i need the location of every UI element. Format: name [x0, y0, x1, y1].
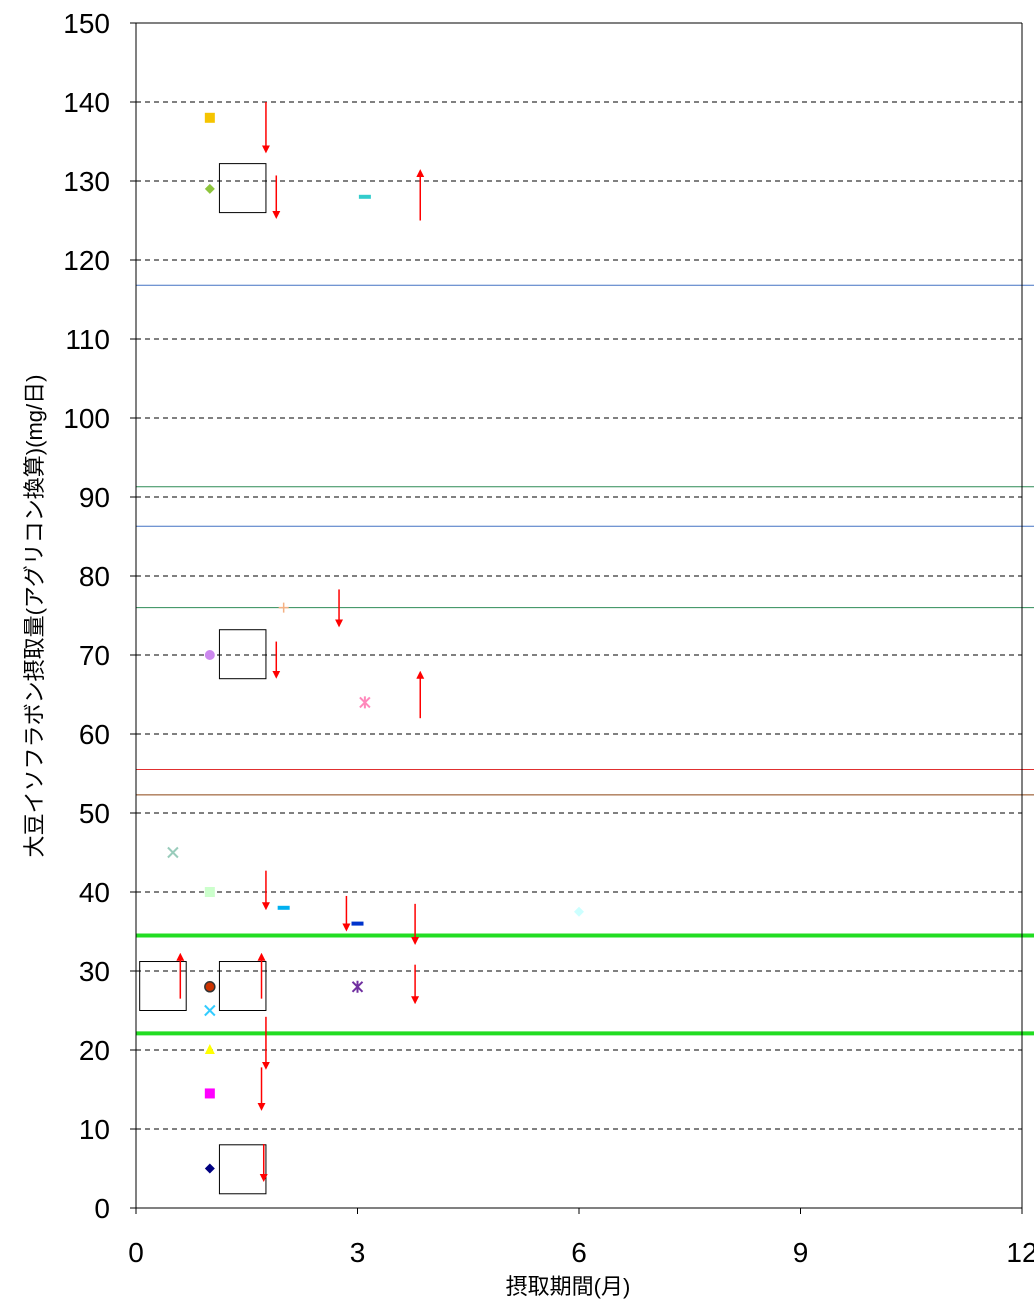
data-point	[204, 650, 215, 660]
data-point	[204, 887, 215, 897]
annotation-box	[139, 961, 187, 1012]
y-tick-label: 30	[79, 956, 110, 987]
x-tick-label: 3	[350, 1237, 366, 1268]
data-point	[574, 906, 584, 917]
annotation-box	[218, 629, 267, 680]
y-tick-label: 0	[94, 1193, 110, 1224]
y-tick-label: 110	[65, 324, 110, 355]
y-axis-title: 大豆イソフラボン摂取量(アグリコン換算)(mg/日)	[22, 375, 47, 858]
x-tick-label: 0	[128, 1237, 144, 1268]
y-tick-label: 60	[79, 719, 110, 750]
x-tick-label: 12	[1006, 1237, 1034, 1268]
reference-lines	[136, 284, 1034, 1036]
data-point	[204, 1004, 216, 1017]
gridlines	[136, 101, 1022, 1130]
y-tick-label: 40	[79, 877, 110, 908]
annotation-boxes	[139, 163, 267, 1195]
y-tick-label: 50	[79, 798, 110, 829]
x-tick-label: 9	[793, 1237, 809, 1268]
annotation-box	[218, 1144, 267, 1195]
data-point	[351, 980, 364, 993]
axes	[130, 22, 1023, 1214]
data-point	[204, 1163, 215, 1174]
data-point	[351, 921, 364, 926]
y-tick-label: 80	[79, 561, 110, 592]
data-point	[204, 981, 216, 993]
y-tick-label: 140	[63, 87, 110, 118]
y-tick-label: 70	[79, 640, 110, 671]
y-tick-label: 90	[79, 482, 110, 513]
data-point	[167, 846, 179, 859]
data-point	[204, 112, 215, 123]
tick-labels: 0 10 20 30 40 50 60 70 80 90 100 110 120 130 140 150 0 3 6…	[63, 8, 1034, 1268]
y-tick-label: 150	[63, 8, 110, 39]
annotation-box	[218, 163, 267, 214]
y-tick-label: 100	[63, 403, 110, 434]
trend-arrows	[176, 102, 425, 1182]
annotation-box	[218, 961, 267, 1012]
data-point	[204, 1088, 215, 1099]
y-tick-label: 10	[79, 1114, 110, 1145]
data-point	[358, 194, 371, 199]
y-tick-label: 120	[63, 245, 110, 276]
y-tick-label: 130	[63, 166, 110, 197]
data-point	[277, 905, 290, 910]
y-tick-label: 20	[79, 1035, 110, 1066]
x-tick-label: 6	[571, 1237, 587, 1268]
data-point	[278, 602, 289, 613]
data-point	[204, 183, 215, 194]
data-point	[359, 696, 371, 709]
data-points	[167, 112, 584, 1174]
x-axis-title: 摂取期間(月)	[506, 1274, 631, 1299]
data-point	[204, 1044, 215, 1054]
